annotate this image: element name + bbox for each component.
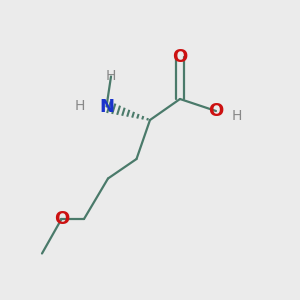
Text: O: O [54,210,69,228]
Text: O: O [208,102,224,120]
Text: H: H [74,100,85,113]
Text: H: H [232,109,242,122]
Text: O: O [172,48,188,66]
Text: N: N [99,98,114,116]
Text: H: H [106,70,116,83]
